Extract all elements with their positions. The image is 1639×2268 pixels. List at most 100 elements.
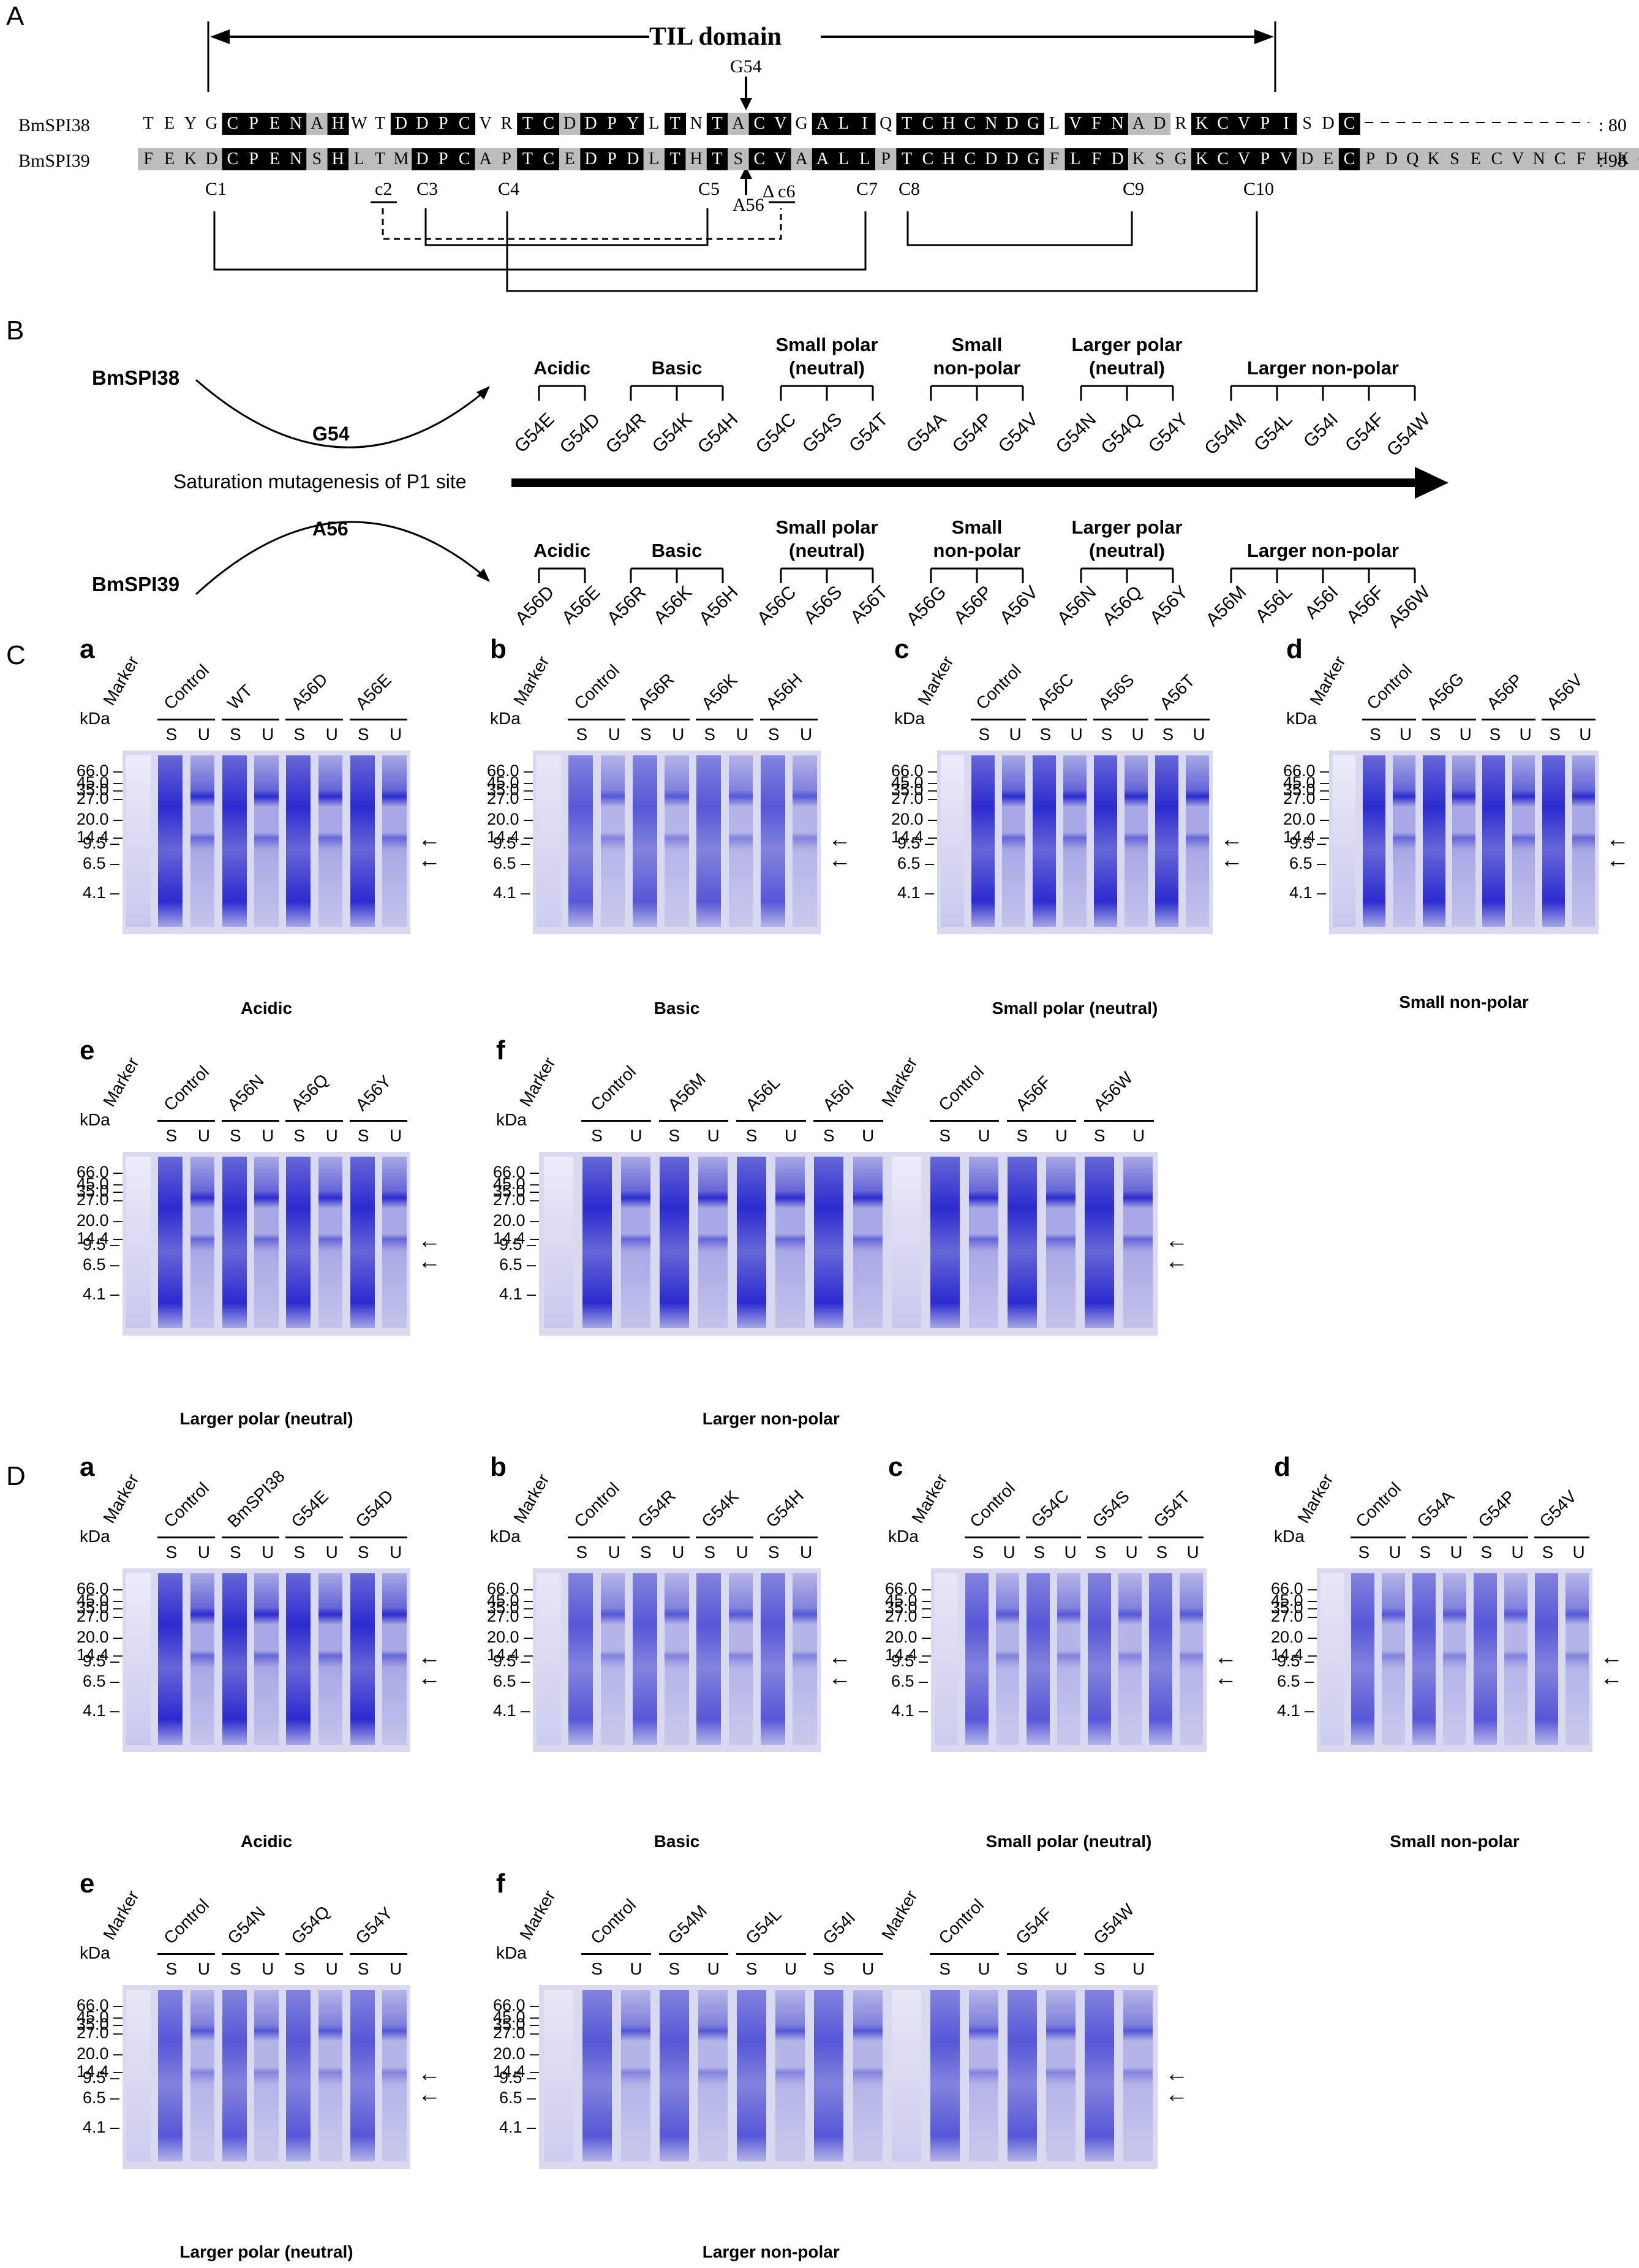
D-marker-label: 4.1 –: [82, 2118, 119, 2136]
D-lane-u-label: U: [736, 1543, 748, 1562]
seq2-shade: [1570, 148, 1592, 170]
C-lane-S: [1033, 755, 1056, 927]
seq2-shade: [580, 148, 602, 170]
C-lane-u-label: U: [1579, 725, 1592, 744]
seq1-residue: C: [543, 114, 554, 133]
seq1-residue: V: [1238, 114, 1250, 133]
C-marker-label: 14.4 –: [77, 827, 123, 846]
C-lane-U: [620, 1157, 650, 1328]
D-band-arrow: ←: [1600, 1644, 1623, 1670]
seq2-residue: M: [394, 149, 409, 168]
C-lane-U: [968, 1157, 998, 1328]
D-marker-label: 14.4 –: [493, 2062, 540, 2081]
C-lane-u-label: U: [630, 1126, 642, 1145]
C-c-caption: Small polar (neutral): [992, 999, 1158, 1018]
seq2-shade: [1275, 148, 1297, 170]
C-marker-label: 20.0 –: [1283, 810, 1330, 828]
D-lane-S: [1088, 1573, 1111, 1745]
C-group-underline: [349, 719, 407, 720]
C-marker-heading: Marker: [914, 652, 957, 709]
D-marker-label: 9.5 –: [82, 1652, 119, 1670]
D-lane-u-label: U: [630, 1959, 642, 1978]
C-lane-u-label: U: [608, 725, 620, 744]
D-lane-U: [382, 1573, 407, 1745]
C-lane-s-label: S: [1489, 725, 1501, 744]
seq1-residue: E: [164, 114, 175, 133]
D-lane-u-label: U: [262, 1959, 274, 1978]
C-d-caption: Small non-polar: [1399, 992, 1529, 1011]
D-lane-u-label: U: [672, 1543, 685, 1562]
C-group-label: Control: [587, 1062, 640, 1115]
C-group-label: A56W: [1089, 1068, 1136, 1115]
seq1-shade: [748, 113, 771, 135]
seq2-residue: S: [734, 149, 744, 168]
seq2-residue: D: [205, 149, 217, 168]
C-group-label: A56L: [741, 1073, 784, 1115]
seq1-residue: L: [649, 114, 659, 133]
C-group-underline: [696, 719, 754, 720]
seq2-shade: [1360, 148, 1382, 170]
C-group-label: Control: [972, 660, 1025, 714]
D-marker-label: 45.0 –: [487, 1591, 533, 1609]
D-lane-S: [1351, 1573, 1374, 1745]
C-a-kda: kDa: [80, 709, 110, 728]
D-lane-s-label: S: [229, 1543, 241, 1562]
C-lane-U: [382, 1157, 407, 1328]
C-marker-label: 66.0 –: [891, 761, 938, 780]
C-lane-s-label: S: [939, 1126, 951, 1145]
seq1-shade: [580, 113, 602, 135]
C-band-arrow: ←: [418, 826, 441, 852]
seq2-residue: C: [753, 149, 765, 168]
seq2-residue: C: [1344, 149, 1355, 168]
D-lane-s-label: S: [1016, 1959, 1028, 1978]
seq2-shade: [412, 148, 434, 170]
seq1-shade: [327, 113, 349, 135]
seq1-residue: C: [459, 114, 470, 133]
C-group-label: A56Y: [352, 1071, 395, 1115]
C-lane-u-label: U: [262, 1126, 274, 1145]
D-band-arrow: ←: [828, 1644, 851, 1670]
b-top-protein: BmSPI38: [92, 366, 180, 389]
C-lane-u-label: U: [325, 1126, 338, 1145]
D-group-label: G54P: [1474, 1486, 1519, 1532]
seq2-shade: [854, 148, 876, 170]
seq2-shade: [264, 148, 286, 170]
D-lane-U: [600, 1573, 625, 1745]
panel-letter-c: C: [6, 640, 26, 670]
D-group-underline: [349, 1537, 407, 1538]
D-lane-s-label: S: [357, 1543, 369, 1562]
C-lane-u-label: U: [262, 725, 274, 744]
D-marker-label: 6.5 –: [1276, 1672, 1314, 1690]
D-group-label: G54T: [1150, 1487, 1194, 1532]
seq1-shade: [917, 113, 939, 135]
D-group-underline: [1087, 1537, 1142, 1538]
C-marker-heading: Marker: [99, 652, 143, 709]
C-lane-s-label: S: [357, 725, 369, 744]
D-group-underline: [285, 1537, 344, 1538]
C-lane-S: [158, 755, 183, 927]
D-group-label: G54H: [762, 1486, 807, 1532]
seq2-residue: V: [1280, 149, 1292, 168]
C-lane-u-label: U: [1399, 725, 1412, 744]
D-lane-U: [968, 1990, 998, 2161]
D-group-label: G54L: [741, 1904, 785, 1948]
C-group-underline: [658, 1120, 729, 1122]
D-lane-s-label: S: [704, 1543, 716, 1562]
C-marker-label: 27.0 –: [487, 788, 533, 807]
D-lane-s-label: S: [1156, 1543, 1168, 1562]
D-group-label: G54K: [698, 1486, 743, 1532]
b-bottom-group-label: Larger non-polar: [1246, 540, 1399, 561]
C-b-kda: kDa: [490, 709, 521, 728]
C-group-underline: [157, 719, 216, 720]
C-lane-U: [600, 755, 625, 927]
seq1-shade: [222, 113, 244, 135]
D-lane-U: [1443, 1573, 1466, 1745]
D-lane-S: [222, 1990, 247, 2161]
seq1-residue: D: [1006, 114, 1018, 133]
seq2-shade: [1297, 148, 1318, 170]
seq2-shade: [917, 148, 939, 170]
C-group-underline: [1032, 719, 1087, 720]
seq2-shade: [1170, 148, 1192, 170]
C-lane-S: [632, 755, 657, 927]
seq1-residue: D: [584, 114, 597, 133]
